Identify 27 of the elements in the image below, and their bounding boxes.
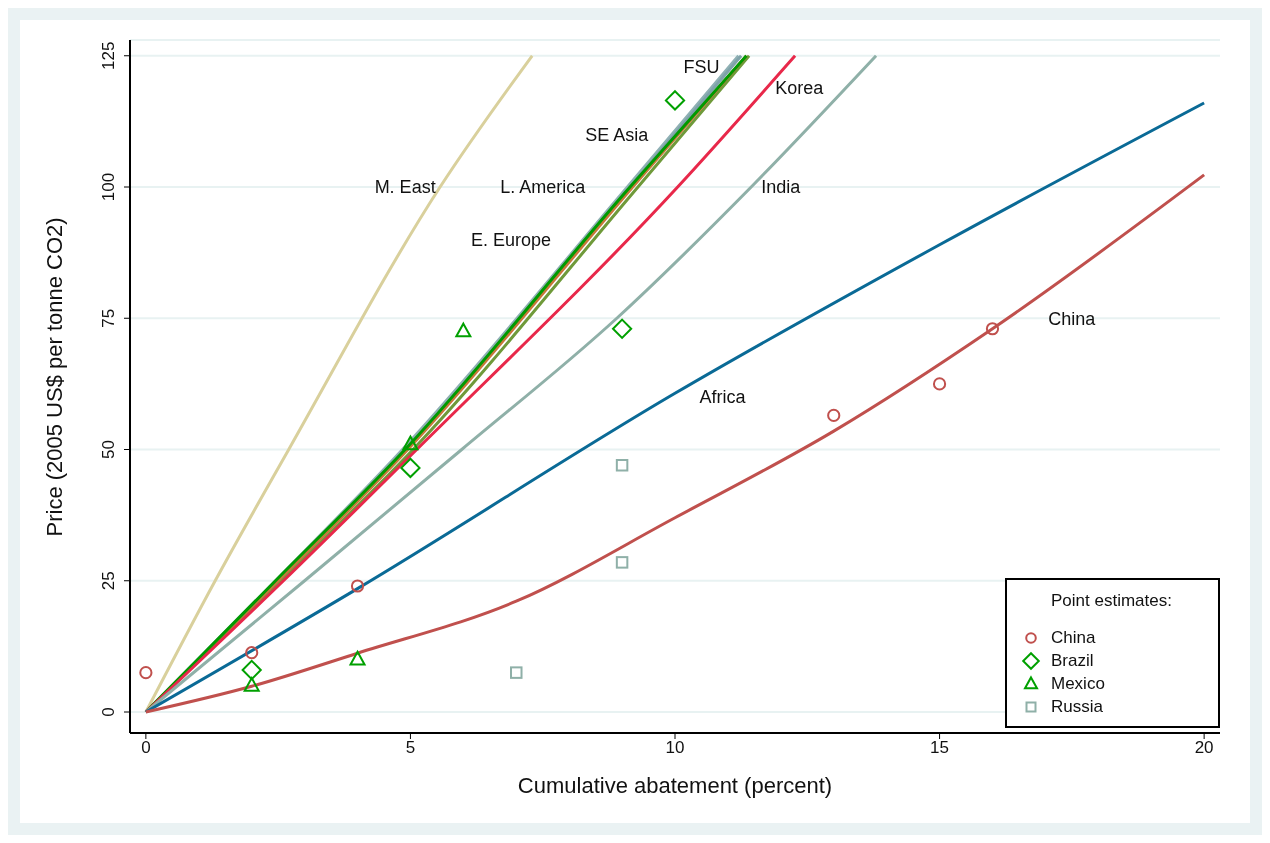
- y-tick-label: 75: [99, 308, 118, 328]
- x-tick-label: 10: [665, 738, 685, 758]
- y-tick-label: 100: [99, 172, 118, 202]
- y-tick-label: 125: [99, 41, 118, 70]
- legend-title: Point estimates:: [1051, 590, 1173, 612]
- y-tick-label: 0: [99, 707, 118, 717]
- y-axis-title: Price (2005 US$ per tonne CO2): [41, 217, 67, 537]
- legend-label: Brazil: [1051, 650, 1094, 671]
- series-label: Africa: [699, 387, 747, 408]
- y-tick-label: 25: [99, 571, 118, 591]
- legend-label: Mexico: [1051, 673, 1105, 694]
- y-tick-label: 50: [99, 440, 118, 459]
- series-label: SE Asia: [585, 124, 650, 145]
- series-label: India: [761, 177, 802, 198]
- x-axis-title: Cumulative abatement (percent): [517, 773, 833, 798]
- series-label: E. Europe: [470, 229, 551, 250]
- x-tick-label: 5: [405, 738, 416, 758]
- legend-label: China: [1051, 627, 1096, 648]
- series-label: FSU: [683, 56, 720, 77]
- x-tick-label: 0: [141, 738, 151, 758]
- series-label: M. East: [374, 177, 436, 198]
- x-tick-label: 15: [930, 738, 950, 758]
- legend-label: Russia: [1051, 696, 1103, 717]
- series-label: China: [1048, 308, 1097, 329]
- series-label: L. America: [500, 177, 587, 198]
- series-label: Korea: [775, 77, 825, 98]
- x-tick-label: 20: [1194, 738, 1214, 758]
